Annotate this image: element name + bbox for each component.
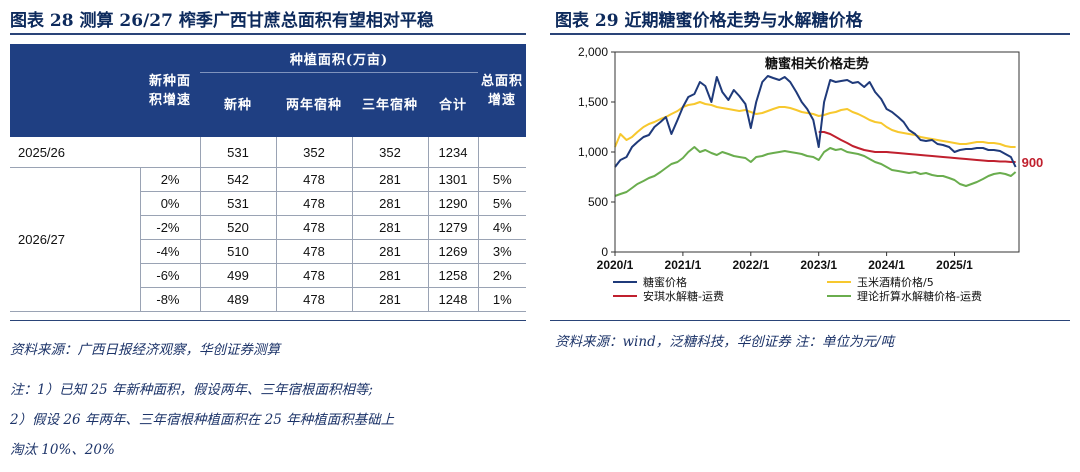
y-tick-label: 1,000 xyxy=(578,145,608,159)
col-three-year-header: 三年宿种 xyxy=(352,72,428,137)
series-line-angel xyxy=(818,131,1016,163)
cell-total: 1269 xyxy=(428,239,479,264)
cell-growth: 0% xyxy=(140,191,201,216)
legend-label-theory: 理论折算水解糖价格-运费 xyxy=(857,289,982,303)
price-trend-chart: 糖蜜相关价格走势 0 500 1,000 1,500 2,000 2020/1 2021/1 2… xyxy=(578,45,1044,303)
cell-new: 499 xyxy=(200,263,277,288)
cell-total: 1301 xyxy=(428,167,479,192)
cell-two: 478 xyxy=(276,167,353,192)
right-figure-title: 图表 29 近期糖蜜价格走势与水解糖价格 xyxy=(555,11,863,31)
cell-total-growth: 1% xyxy=(478,287,526,312)
x-tick-label: 2022/1 xyxy=(732,258,769,272)
cell-three: 281 xyxy=(352,239,429,264)
left-note-2: 2）假设 26 年两年、三年宿根种植面积在 25 年种植面积基础上 xyxy=(10,412,395,428)
col-total-header: 合计 xyxy=(428,72,478,137)
cell-two: 478 xyxy=(276,263,353,288)
table-row: 0% 531 478 281 1290 5% xyxy=(10,191,526,216)
annotation-900: 900 xyxy=(1022,155,1044,170)
x-tick-label: 2024/1 xyxy=(868,258,905,272)
right-source-rule xyxy=(550,320,1070,321)
cell-total: 1234 xyxy=(428,137,479,168)
x-tick-label: 2021/1 xyxy=(665,258,702,272)
cell-total: 1290 xyxy=(428,191,479,216)
left-source: 资料来源：广西日报经济观察，华创证券测算 xyxy=(10,342,280,358)
row-group-2026-27: 2026/27 xyxy=(10,167,141,312)
legend-label-molasses: 糖蜜价格 xyxy=(643,275,687,289)
col-two-year-header: 两年宿种 xyxy=(276,72,352,137)
cell-total-growth: 4% xyxy=(478,215,526,240)
cell-new: 531 xyxy=(200,137,277,168)
cell-total: 1248 xyxy=(428,287,479,312)
table-row: -6% 499 478 281 1258 2% xyxy=(10,263,526,288)
cell-total-growth: 3% xyxy=(478,239,526,264)
table-row: -8% 489 478 281 1248 1% xyxy=(10,287,526,312)
cell-growth: 2% xyxy=(140,167,201,192)
cell-three: 281 xyxy=(352,215,429,240)
y-tick-label: 1,500 xyxy=(578,95,608,109)
right-source: 资料来源：wind，泛糖科技，华创证券 注：单位为元/吨 xyxy=(555,334,895,350)
cell-new: 520 xyxy=(200,215,277,240)
cell-total: 1279 xyxy=(428,215,479,240)
left-figure-title: 图表 28 测算 26/27 榨季广西甘蔗总面积有望相对平稳 xyxy=(10,11,434,31)
col-new-header: 新种 xyxy=(200,72,276,137)
y-tick-label: 2,000 xyxy=(578,45,608,59)
table-row-base: 2025/26 531 352 352 1234 xyxy=(10,137,526,168)
left-note-1: 注：1）已知 25 年新种面积，假设两年、三年宿根面积相等; xyxy=(10,382,373,398)
cell-growth: -8% xyxy=(140,287,201,312)
table-row: 2026/27 2% 542 478 281 1301 5% xyxy=(10,167,526,312)
cell-new: 510 xyxy=(200,239,277,264)
cell-three: 352 xyxy=(352,137,429,168)
table-row: -2% 520 478 281 1279 4% xyxy=(10,215,526,240)
table-row: -4% 510 478 281 1269 3% xyxy=(10,239,526,264)
cell-growth: -4% xyxy=(140,239,201,264)
cell-two: 478 xyxy=(276,287,353,312)
cell-total-growth xyxy=(478,137,526,168)
x-tick-label: 2020/1 xyxy=(597,258,634,272)
series-line-molasses xyxy=(614,75,1017,168)
legend-label-angel: 安琪水解糖-运费 xyxy=(643,289,724,303)
left-source-rule xyxy=(10,320,526,321)
cell-new: 531 xyxy=(200,191,277,216)
cell-total: 1258 xyxy=(428,263,479,288)
cell-growth: -2% xyxy=(140,215,201,240)
cell-two: 352 xyxy=(276,137,353,168)
cell-three: 281 xyxy=(352,263,429,288)
cell-new: 542 xyxy=(200,167,277,192)
left-note-3: 淘汰 10%、20% xyxy=(10,442,115,458)
cell-three: 281 xyxy=(352,191,429,216)
cell-two: 478 xyxy=(276,215,353,240)
y-tick-label: 0 xyxy=(601,245,608,259)
cell-growth: -6% xyxy=(140,263,201,288)
right-title-rule xyxy=(550,33,1070,35)
series-line-theory xyxy=(614,146,1017,197)
col-growth-header: 新种面 积增速 xyxy=(140,44,200,137)
y-tick-label: 500 xyxy=(588,195,608,209)
area-table: 新种面 积增速 种植面积(万亩) 总面积 增速 新种 两年宿种 三年宿种 合计 20… xyxy=(10,44,526,312)
cell-three: 281 xyxy=(352,167,429,192)
plot-frame xyxy=(614,51,1020,253)
x-tick-label: 2023/1 xyxy=(800,258,837,272)
chart-title: 糖蜜相关价格走势 xyxy=(765,56,869,72)
col-total-growth-header: 总面积 增速 xyxy=(478,44,526,137)
cell-two: 478 xyxy=(276,191,353,216)
header-group-area: 种植面积(万亩) xyxy=(200,44,478,73)
legend-label-corn: 玉米酒精价格/5 xyxy=(857,275,934,289)
x-tick-label: 2025/1 xyxy=(936,258,973,272)
cell-two: 478 xyxy=(276,239,353,264)
row-label-2025-26: 2025/26 xyxy=(10,137,201,168)
cell-total-growth: 2% xyxy=(478,263,526,288)
cell-total-growth: 5% xyxy=(478,167,526,192)
cell-three: 281 xyxy=(352,287,429,312)
left-title-rule xyxy=(10,33,526,35)
cell-total-growth: 5% xyxy=(478,191,526,216)
cell-new: 489 xyxy=(200,287,277,312)
